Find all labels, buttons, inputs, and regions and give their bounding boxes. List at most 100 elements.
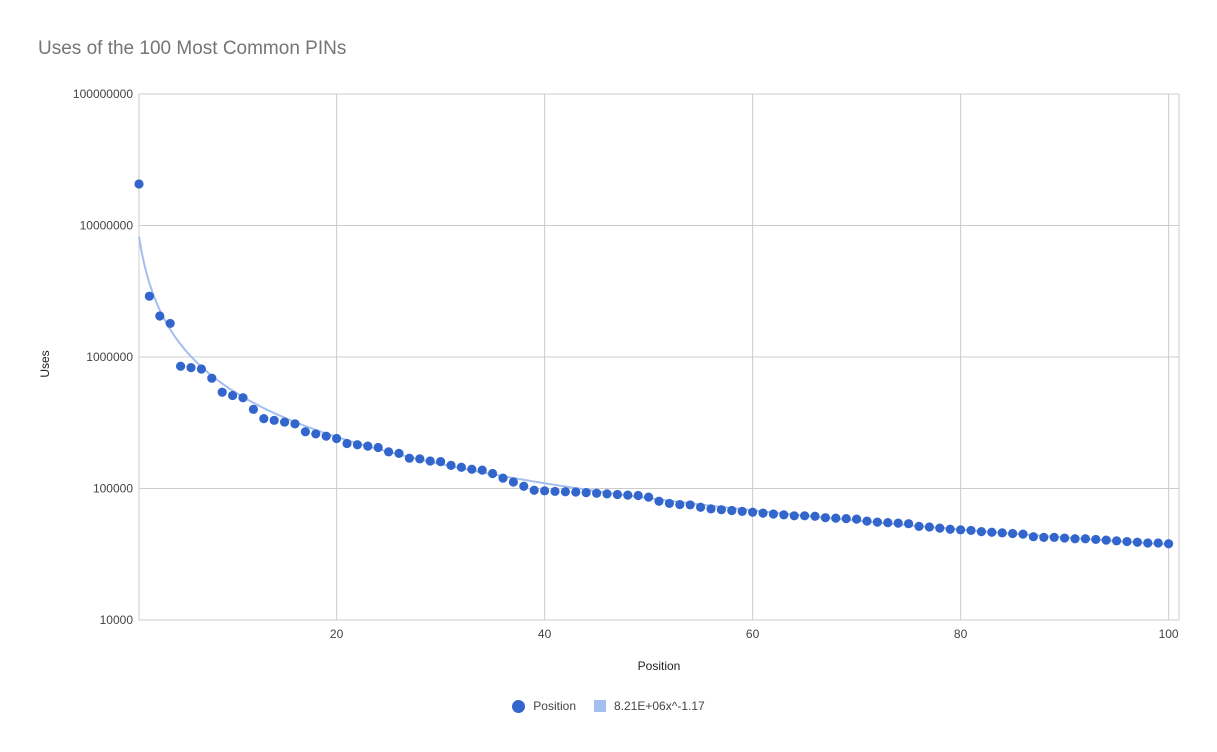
data-point[interactable] <box>883 518 893 528</box>
data-point[interactable] <box>186 363 196 373</box>
data-point[interactable] <box>612 489 623 500</box>
data-point[interactable] <box>716 505 727 515</box>
data-point[interactable] <box>997 528 1007 538</box>
data-point[interactable] <box>1018 529 1028 539</box>
data-point[interactable] <box>1080 534 1090 544</box>
data-point[interactable] <box>685 500 695 510</box>
data-point[interactable] <box>810 511 820 521</box>
data-point[interactable] <box>134 179 144 189</box>
data-point[interactable] <box>831 513 841 523</box>
data-point[interactable] <box>602 489 612 499</box>
data-point[interactable] <box>280 417 290 427</box>
data-point[interactable] <box>550 486 560 497</box>
data-point[interactable] <box>269 415 279 425</box>
data-point[interactable] <box>696 502 706 512</box>
data-point[interactable] <box>737 506 747 516</box>
data-point[interactable] <box>820 513 831 523</box>
data-point[interactable] <box>519 481 529 491</box>
data-point[interactable] <box>384 447 394 457</box>
data-point[interactable] <box>623 490 633 500</box>
data-point[interactable] <box>664 498 675 509</box>
data-point[interactable] <box>321 431 331 441</box>
data-point[interactable] <box>456 462 466 472</box>
data-point[interactable] <box>373 442 383 453</box>
data-point[interactable] <box>404 453 414 463</box>
data-point[interactable] <box>945 524 955 534</box>
data-point[interactable] <box>800 511 810 521</box>
data-point[interactable] <box>477 465 487 475</box>
data-point[interactable] <box>498 473 508 483</box>
data-point[interactable] <box>228 390 238 401</box>
data-point[interactable] <box>1049 532 1059 542</box>
data-point[interactable] <box>644 492 654 502</box>
data-point[interactable] <box>1112 536 1122 546</box>
data-point[interactable] <box>1070 534 1080 544</box>
data-point[interactable] <box>768 509 779 519</box>
data-point[interactable] <box>758 508 768 518</box>
data-point[interactable] <box>363 441 373 451</box>
data-point[interactable] <box>425 456 435 466</box>
data-point[interactable] <box>727 505 737 516</box>
data-point[interactable] <box>675 499 685 510</box>
data-point[interactable] <box>394 448 404 458</box>
data-point[interactable] <box>571 487 581 497</box>
data-point[interactable] <box>332 433 342 444</box>
data-point[interactable] <box>935 523 945 533</box>
data-point[interactable] <box>436 457 446 467</box>
data-point[interactable] <box>924 522 935 532</box>
data-point[interactable] <box>914 521 924 532</box>
data-point[interactable] <box>352 440 362 450</box>
data-point[interactable] <box>446 460 456 470</box>
data-point[interactable] <box>862 516 872 526</box>
data-point[interactable] <box>540 486 550 496</box>
data-point[interactable] <box>467 464 477 474</box>
data-point[interactable] <box>248 404 258 414</box>
legend-item-position[interactable]: Position <box>512 699 576 713</box>
legend-item-trendline[interactable]: 8.21E+06x^-1.17 <box>594 699 705 713</box>
data-point[interactable] <box>1028 532 1038 542</box>
data-point[interactable] <box>987 527 997 537</box>
data-point[interactable] <box>852 514 862 524</box>
data-point[interactable] <box>176 361 186 371</box>
data-point[interactable] <box>342 438 352 449</box>
data-point[interactable] <box>217 387 227 397</box>
data-point[interactable] <box>165 318 175 329</box>
data-point[interactable] <box>904 519 914 529</box>
data-point[interactable] <box>841 514 851 524</box>
data-point[interactable] <box>1164 539 1174 549</box>
data-point[interactable] <box>1132 537 1142 547</box>
data-point[interactable] <box>1091 534 1101 545</box>
data-point[interactable] <box>259 414 269 424</box>
data-point[interactable] <box>529 485 539 495</box>
data-point[interactable] <box>1153 538 1163 548</box>
data-point[interactable] <box>706 504 716 514</box>
data-point[interactable] <box>581 488 591 498</box>
data-point[interactable] <box>415 454 425 464</box>
data-point[interactable] <box>196 364 206 374</box>
data-point[interactable] <box>207 373 217 383</box>
data-point[interactable] <box>1143 538 1153 548</box>
data-point[interactable] <box>290 419 300 429</box>
data-point[interactable] <box>488 468 498 479</box>
data-point[interactable] <box>592 488 602 498</box>
data-point[interactable] <box>144 291 154 301</box>
data-point[interactable] <box>155 311 165 321</box>
data-point[interactable] <box>1039 532 1049 542</box>
data-point[interactable] <box>893 518 903 528</box>
data-point[interactable] <box>1060 533 1070 543</box>
data-point[interactable] <box>238 393 248 403</box>
data-point[interactable] <box>1101 535 1111 545</box>
data-point[interactable] <box>508 477 518 487</box>
data-point[interactable] <box>654 496 664 506</box>
data-point[interactable] <box>779 510 789 520</box>
data-point[interactable] <box>311 429 321 439</box>
data-point[interactable] <box>976 527 987 537</box>
data-point[interactable] <box>560 487 571 497</box>
data-point[interactable] <box>633 490 643 501</box>
data-point[interactable] <box>1008 528 1018 539</box>
data-point[interactable] <box>872 517 883 527</box>
data-point[interactable] <box>748 507 758 517</box>
data-point[interactable] <box>1122 536 1132 547</box>
data-point[interactable] <box>789 511 799 521</box>
data-point[interactable] <box>966 525 976 536</box>
